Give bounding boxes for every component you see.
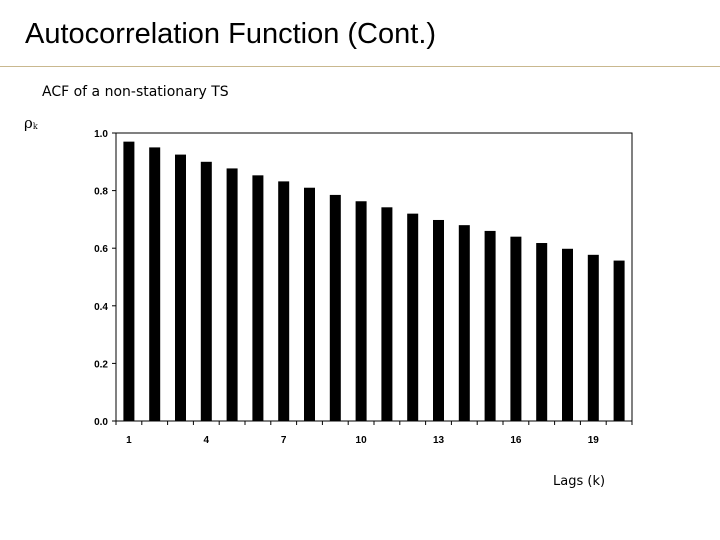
acf-bar <box>304 187 315 421</box>
acf-bar <box>562 248 573 421</box>
x-tick-label: 19 <box>588 435 600 446</box>
acf-bar <box>278 181 290 421</box>
x-tick-label: 4 <box>204 435 210 446</box>
chart-title: ACF of a non-stationary TS <box>42 84 229 100</box>
y-tick-label: 0.8 <box>94 187 108 198</box>
acf-bar <box>613 260 625 421</box>
y-axis-label-subscript: k <box>32 122 38 131</box>
acf-bar <box>226 168 238 421</box>
slide-title: Autocorrelation Function (Cont.) <box>25 18 437 50</box>
acf-bar <box>252 175 264 421</box>
x-tick-label: 16 <box>510 435 522 446</box>
acf-bar <box>458 225 470 421</box>
acf-bar <box>123 141 135 421</box>
acf-bar <box>329 194 341 421</box>
title-divider <box>0 66 720 67</box>
acf-bar <box>407 213 419 421</box>
y-axis-label: ρk <box>24 114 38 132</box>
acf-bar <box>149 147 161 421</box>
y-tick-label: 0.6 <box>94 244 108 255</box>
x-tick-label: 13 <box>433 435 445 446</box>
acf-bar <box>381 207 393 421</box>
y-tick-label: 1.0 <box>94 129 108 140</box>
acf-bar <box>355 201 367 421</box>
acf-bar <box>433 219 444 421</box>
acf-bar <box>587 254 599 421</box>
x-tick-label: 10 <box>356 435 368 446</box>
acf-bar <box>200 161 212 422</box>
acf-bar <box>175 154 186 421</box>
acf-bar <box>484 230 496 421</box>
y-tick-label: 0.2 <box>94 359 108 370</box>
y-tick-label: 0.0 <box>94 417 108 428</box>
acf-bar <box>536 243 548 421</box>
acf-bar <box>510 236 522 421</box>
y-axis-label-symbol: ρ <box>24 114 33 132</box>
x-axis-label: Lags (k) <box>553 474 606 489</box>
x-tick-label: 1 <box>126 435 132 446</box>
plot-frame <box>115 132 633 422</box>
x-tick-label: 7 <box>281 435 287 446</box>
y-tick-label: 0.4 <box>94 302 108 313</box>
